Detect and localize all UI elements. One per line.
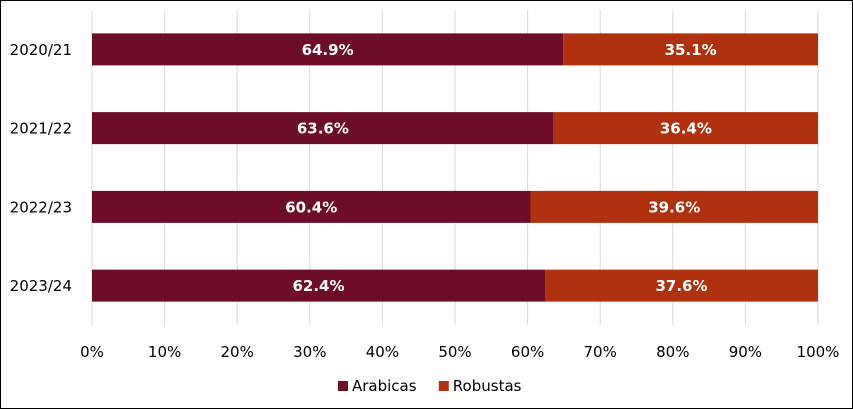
- bar-arabicas: [92, 33, 564, 66]
- category-label: 2021/22: [10, 120, 72, 138]
- category-label: 2023/24: [10, 277, 72, 295]
- x-axis: 0% 10% 20% 30% 40% 50% 60% 70% 80% 90% 100%: [80, 343, 839, 361]
- legend-label: Arabicas: [352, 377, 417, 395]
- bar-arabicas: [92, 269, 546, 302]
- data-label: 64.9%: [302, 41, 354, 59]
- legend-swatch-robustas: [438, 381, 449, 391]
- x-tick-label: 50%: [438, 343, 471, 361]
- x-tick-label: 100%: [797, 343, 840, 361]
- data-label: 35.1%: [665, 41, 717, 59]
- data-label: 36.4%: [660, 120, 712, 138]
- x-tick-label: 60%: [511, 343, 544, 361]
- bar-robustas: [530, 190, 818, 223]
- x-tick-label: 70%: [584, 343, 617, 361]
- bar-arabicas: [92, 190, 531, 223]
- bar-robustas: [545, 269, 818, 302]
- data-label: 39.6%: [648, 198, 700, 216]
- legend-label: Robustas: [453, 377, 522, 395]
- bar-robustas: [563, 33, 818, 66]
- bars: 64.9% 35.1% 63.6% 36.4% 60.4% 39.6% 62.4% 37.6%: [92, 33, 818, 302]
- x-tick-label: 20%: [221, 343, 254, 361]
- x-tick-label: 10%: [148, 343, 181, 361]
- legend: Arabicas Robustas: [338, 377, 522, 395]
- x-tick-label: 30%: [293, 343, 326, 361]
- category-label: 2020/21: [10, 41, 72, 59]
- bar-robustas: [553, 112, 818, 145]
- data-label: 37.6%: [655, 277, 707, 295]
- bar-arabicas: [92, 112, 554, 145]
- category-label: 2022/23: [10, 198, 72, 216]
- category-axis: 2020/21 2021/22 2022/23 2023/24: [10, 41, 72, 295]
- x-tick-label: 40%: [366, 343, 399, 361]
- x-tick-label: 80%: [656, 343, 689, 361]
- data-label: 60.4%: [285, 198, 337, 216]
- data-label: 63.6%: [297, 120, 349, 138]
- legend-swatch-arabicas: [338, 381, 348, 391]
- data-label: 62.4%: [292, 277, 344, 295]
- x-tick-label: 90%: [729, 343, 762, 361]
- x-tick-label: 0%: [80, 343, 104, 361]
